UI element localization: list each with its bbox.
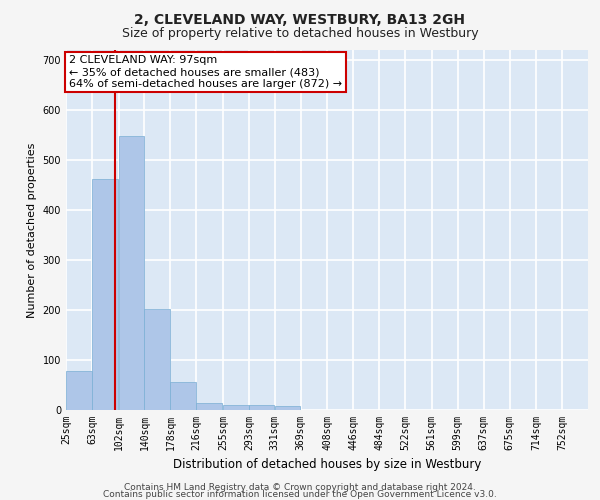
Bar xyxy=(223,405,248,410)
Text: 2, CLEVELAND WAY, WESTBURY, BA13 2GH: 2, CLEVELAND WAY, WESTBURY, BA13 2GH xyxy=(134,12,466,26)
Text: Contains HM Land Registry data © Crown copyright and database right 2024.: Contains HM Land Registry data © Crown c… xyxy=(124,484,476,492)
X-axis label: Distribution of detached houses by size in Westbury: Distribution of detached houses by size … xyxy=(173,458,481,471)
Text: 2 CLEVELAND WAY: 97sqm
← 35% of detached houses are smaller (483)
64% of semi-de: 2 CLEVELAND WAY: 97sqm ← 35% of detached… xyxy=(68,56,342,88)
Bar xyxy=(66,371,92,410)
Text: Contains public sector information licensed under the Open Government Licence v3: Contains public sector information licen… xyxy=(103,490,497,499)
Bar xyxy=(119,136,144,410)
Bar xyxy=(145,308,170,410)
Bar xyxy=(92,178,118,410)
Bar xyxy=(275,406,301,410)
Bar xyxy=(249,405,274,410)
Y-axis label: Number of detached properties: Number of detached properties xyxy=(27,142,37,318)
Bar xyxy=(196,402,222,410)
Text: Size of property relative to detached houses in Westbury: Size of property relative to detached ho… xyxy=(122,28,478,40)
Bar xyxy=(170,382,196,410)
